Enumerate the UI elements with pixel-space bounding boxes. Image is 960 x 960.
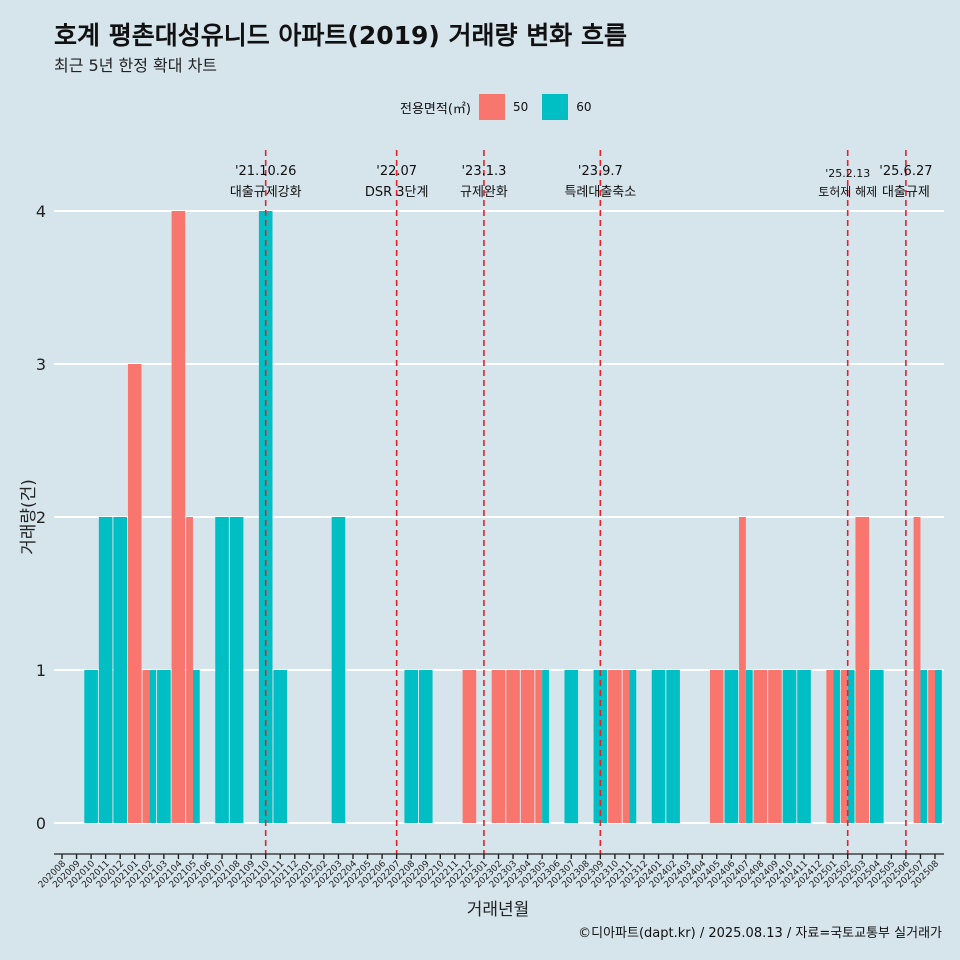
bar-60-202209 [418,670,433,823]
y-axis: 0 1 2 3 4 [36,202,46,833]
bar-50-202302 [491,670,506,823]
bar-60-202307 [564,670,579,823]
bar-60-202107 [215,517,229,823]
bar-60-202401 [651,670,666,823]
y-tick-label: 2 [36,508,46,527]
bar-60-202102 [149,670,157,823]
y-tick-label: 4 [36,202,46,221]
bar-50-202104 [171,211,186,823]
x-axis-label: 거래년월 [467,900,530,920]
chart-title: 호계 평촌대성유니드 아파트(2019) 거래량 변화 흐름 [54,21,627,50]
bar-60-202402 [666,670,680,823]
annotation-date: '25.6.27 [879,164,932,179]
bar-60-202108 [229,517,244,823]
bar-60-202010 [84,670,98,823]
bar-60-202410 [782,670,797,823]
annotation-date: '23.1.3 [461,164,506,179]
bar-60-202309 [593,670,608,823]
annotation-date: '25.2.13 [825,167,870,180]
chart-subtitle: 최근 5년 한정 확대 차트 [54,56,218,75]
bar-50-202305 [535,670,543,823]
bar-50-202502 [840,670,848,823]
annotation-date: '22.07 [376,164,417,179]
bar-60-202502 [847,670,855,823]
annotation-label: 규제완화 [460,185,508,200]
bar-50-202304 [520,670,535,823]
annotation-label: 특례대출축소 [564,185,636,200]
legend: 전용면적(㎡) 50 60 [400,93,606,121]
legend-title: 전용면적(㎡) [400,101,471,117]
annotation-label: 대출규제강화 [230,185,302,200]
annotation-lines [264,150,907,854]
y-tick-label: 0 [36,814,46,833]
bar-50-202507 [913,517,921,823]
legend-label-60: 60 [576,100,592,114]
bar-60-202407 [745,670,753,823]
annotation-date: '21.10.26 [235,164,296,179]
bar-60-202504 [870,670,884,823]
bar-60-202103 [157,670,171,823]
y-axis-label: 거래량(건) [19,479,39,555]
bars [84,211,942,823]
annotation-label: 토허제 해제 [818,185,877,199]
bar-60-202011 [98,517,113,823]
bar-50-202508 [928,670,935,823]
bar-50-202311 [622,670,630,823]
bar-60-202111 [273,670,288,823]
bar-50-202409 [768,670,782,823]
bar-60-202012 [113,517,127,823]
x-axis: 2020082020092020102020112020122021012021… [37,853,944,890]
bar-60-202110 [258,211,273,823]
bar-60-202507 [920,670,928,823]
bar-50-202303 [506,670,520,823]
legend-label-50: 50 [512,100,529,114]
bar-50-202501 [826,670,834,823]
bar-60-202508 [935,670,942,823]
bar-60-202411 [797,670,811,823]
bar-50-202105 [186,517,193,823]
bar-60-202305 [542,670,549,823]
annotation-label: DSR 3단계 [365,185,429,200]
y-tick-label: 1 [36,661,46,680]
bar-50-202102 [142,670,150,823]
caption: ©디아파트(dapt.kr) / 2025.08.13 / 자료=국토교통부 실… [578,926,942,941]
bar-50-202405 [709,670,724,823]
bar-60-202406 [724,670,739,823]
y-tick-label: 3 [36,355,46,374]
bar-60-202311 [629,670,637,823]
bar-60-202105 [192,670,200,823]
bar-50-202101 [127,364,142,823]
bar-50-202408 [753,670,768,823]
annotation-date: '23.9.7 [578,164,623,179]
bar-60-202203 [331,517,346,823]
bar-50-202407 [739,517,746,823]
bar-50-202310 [608,670,622,823]
bar-50-202212 [462,670,477,823]
annotation-labels: '21.10.26 대출규제강화 '22.07 DSR 3단계 '23.1.3 규제완화 '… [230,164,933,200]
legend-swatch-60 [542,94,569,120]
bar-50-202503 [855,517,870,823]
bar-60-202501 [833,670,840,823]
bar-60-202208 [404,670,418,823]
annotation-label: 대출규제 [882,185,930,200]
legend-swatch-50 [478,94,505,120]
